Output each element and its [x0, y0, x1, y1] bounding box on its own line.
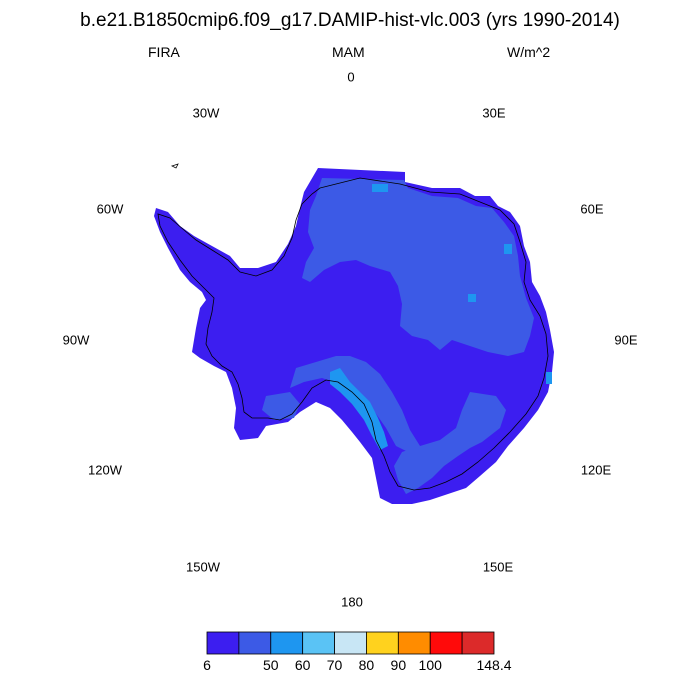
colorbar-box-4: [334, 631, 367, 655]
right-string: W/m^2: [507, 44, 551, 60]
lon-label-180: 180: [341, 594, 363, 610]
lon-label-30e: 30E: [482, 105, 506, 121]
colorbar-box-6: [397, 631, 431, 655]
plot-title: b.e21.B1850cmip6.f09_g17.DAMIP-hist-vlc.…: [80, 10, 620, 31]
coastal-patch-high-4: [546, 372, 552, 384]
colorbar-label: 90: [390, 657, 407, 673]
colorbar-label: 50: [262, 657, 279, 673]
lon-label-0: 0: [347, 69, 355, 85]
colorbar-box-8: [461, 631, 495, 655]
coastline: [157, 177, 549, 491]
lon-label-120w: 120W: [88, 462, 122, 478]
west-antarctica-coast-mid: [262, 392, 300, 420]
lon-label-30w: 30W: [192, 105, 220, 121]
colorbar-label: 80: [358, 657, 375, 673]
lon-label-120e: 120E: [580, 462, 612, 478]
colorbar-label: 148.4: [476, 657, 512, 673]
ross-sea-edge-mid: [290, 356, 420, 454]
left-string: FIRA: [148, 44, 180, 60]
coastal-patch-high-2: [372, 184, 388, 192]
colorbar-box-0: [206, 631, 240, 655]
lon-label-90w: 90W: [62, 332, 90, 348]
center-string: MAM: [332, 44, 365, 60]
colorbar-box-2: [270, 631, 304, 655]
colorbar-label: 100: [418, 657, 442, 673]
colorbar-box-5: [366, 631, 399, 655]
lon-label-60e: 60E: [580, 201, 604, 217]
colorbar-label: 6: [203, 657, 211, 673]
colorbar-box-7: [429, 631, 463, 655]
colorbar-box-3: [302, 631, 335, 655]
coastal-patch-high-3: [468, 294, 476, 302]
colorbar-label: 60: [294, 657, 311, 673]
lon-label-60w: 60W: [96, 201, 124, 217]
colorbar: [206, 631, 495, 655]
east-antarctica-field-mid: [302, 178, 534, 356]
lon-label-150w: 150W: [186, 559, 220, 575]
small-island-outline: [170, 163, 179, 169]
colorbar-label: 70: [326, 657, 343, 673]
lon-label-150e: 150E: [482, 559, 514, 575]
colorbar-box-1: [238, 631, 272, 655]
coastal-patch-high-1: [504, 244, 512, 254]
east-antarctica-patch-south: [394, 392, 506, 494]
lon-label-90e: 90E: [614, 332, 638, 348]
